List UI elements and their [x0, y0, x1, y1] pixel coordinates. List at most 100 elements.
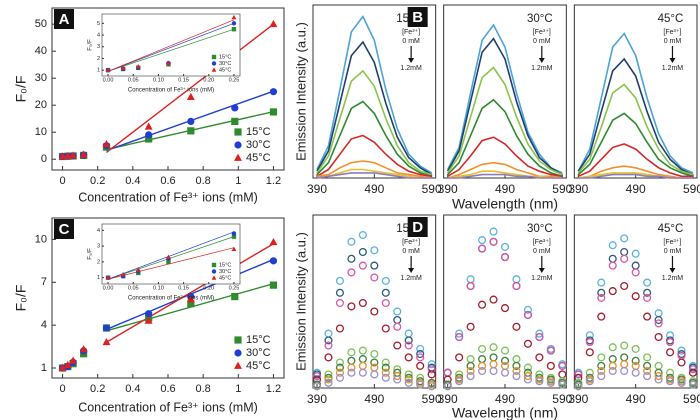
- spectrum-line: [447, 37, 563, 176]
- x-tick-label: 390: [438, 182, 458, 196]
- x-tick-label: 1: [235, 383, 241, 395]
- point: [231, 117, 239, 125]
- spectrum-point: [370, 349, 379, 359]
- spectrum-point: [523, 375, 532, 384]
- legend-label: 15°C: [246, 126, 271, 138]
- spectrum-point: [466, 281, 475, 291]
- spectrum-point: [597, 353, 606, 362]
- point: [166, 259, 171, 265]
- point: [135, 64, 141, 69]
- y-tick-label: 2: [97, 56, 100, 62]
- spectrum-point: [381, 276, 390, 285]
- spectrum-point: [666, 377, 675, 386]
- point: [120, 271, 126, 277]
- y-tick-label: 1: [97, 68, 100, 74]
- legend-marker: [211, 269, 217, 274]
- spectrum-point: [393, 341, 402, 350]
- spectrum-point: [620, 234, 629, 243]
- x-tick-label: 0.00: [103, 77, 114, 83]
- spectrum-point: [478, 366, 487, 376]
- fit-line: [107, 231, 235, 280]
- spectrum-point: [585, 377, 594, 386]
- x-tick-label: 490: [495, 392, 515, 406]
- point: [231, 14, 237, 20]
- point: [105, 275, 111, 280]
- spectrum-point: [523, 305, 532, 314]
- x-tick-label: 390: [438, 392, 458, 406]
- x-tick-label: 0.2: [90, 175, 105, 187]
- spectrum-point: [500, 304, 510, 313]
- y-axis-label: F₀/F: [13, 285, 29, 312]
- spectrum-point: [677, 358, 686, 367]
- x-axis-label: Wavelength (nm): [452, 196, 558, 212]
- spectrum-point: [478, 361, 487, 370]
- point: [135, 267, 141, 272]
- point: [145, 131, 153, 139]
- spectrum-point: [597, 293, 606, 302]
- x-tick-label: 590: [552, 182, 572, 196]
- annotation-arrowhead: [669, 58, 676, 63]
- spectrum-point: [478, 244, 487, 253]
- fit-line: [107, 23, 235, 72]
- spectrum-point: [608, 343, 617, 352]
- x-tick-label: 0.6: [160, 175, 175, 187]
- y-tick-label: 7: [41, 276, 47, 288]
- spectrum-point: [393, 307, 402, 316]
- point: [102, 140, 111, 148]
- point: [79, 150, 88, 158]
- spectrum-point: [500, 242, 510, 251]
- legend-marker: [234, 128, 242, 136]
- spectrum-point: [523, 339, 532, 348]
- x-tick-label: 0.2: [90, 383, 105, 395]
- spectrum-point: [358, 230, 367, 240]
- x-tick-label: 0.20: [203, 285, 214, 291]
- spectrum-point: [631, 249, 640, 258]
- x-tick-label: 0.10: [153, 285, 164, 291]
- point: [269, 257, 278, 265]
- spectrum-line: [447, 98, 563, 178]
- spectrum-point: [324, 378, 333, 387]
- legend-label: 45°C: [246, 152, 271, 164]
- point: [187, 300, 195, 308]
- point: [145, 310, 153, 318]
- fit-line: [106, 243, 274, 343]
- y-axis-label: Emission Intensity (a.u.): [293, 22, 308, 161]
- point: [166, 60, 171, 65]
- point: [231, 21, 237, 26]
- y-tick-label: 2: [97, 259, 100, 265]
- x-tick-label: 390: [568, 182, 588, 196]
- spectrum-line: [316, 160, 432, 179]
- spectrum-point: [688, 365, 698, 374]
- annotation: 30°C: [527, 223, 553, 235]
- spectrum-point: [512, 361, 521, 370]
- spectrum-point: [512, 322, 521, 331]
- point: [231, 104, 239, 112]
- spectrum-line: [578, 173, 693, 179]
- legend-marker: [211, 67, 217, 72]
- annotation: [Fe³⁺]: [663, 239, 681, 246]
- spectrum-line: [578, 165, 693, 179]
- spectrum-point: [597, 312, 606, 321]
- y-axis-label: Emission Intensity (a.u.): [293, 232, 308, 371]
- spectrum-point: [608, 261, 617, 270]
- x-tick-label: 590: [422, 182, 442, 196]
- spectrum-point: [535, 332, 544, 342]
- spectrum-point: [558, 380, 567, 389]
- spectrum-point: [597, 288, 606, 297]
- spectrum-point: [381, 368, 390, 377]
- spectrum-point: [427, 360, 436, 369]
- spectrum-point: [393, 322, 402, 331]
- x-axis-label: Concentration of Fe³⁺ ions (mM): [128, 87, 214, 94]
- point: [269, 108, 278, 116]
- spectrum-point: [677, 346, 686, 355]
- annotation-arrowhead: [408, 58, 415, 63]
- spectrum-point: [324, 353, 333, 362]
- point: [231, 27, 237, 32]
- point: [186, 92, 195, 100]
- x-axis-label: Wavelength (nm): [452, 405, 558, 420]
- spectrum-point: [478, 236, 487, 245]
- spectrum-point: [324, 336, 333, 345]
- spectrum-point: [500, 368, 510, 377]
- spectrum-point: [358, 261, 367, 270]
- spectrum-point: [620, 341, 629, 350]
